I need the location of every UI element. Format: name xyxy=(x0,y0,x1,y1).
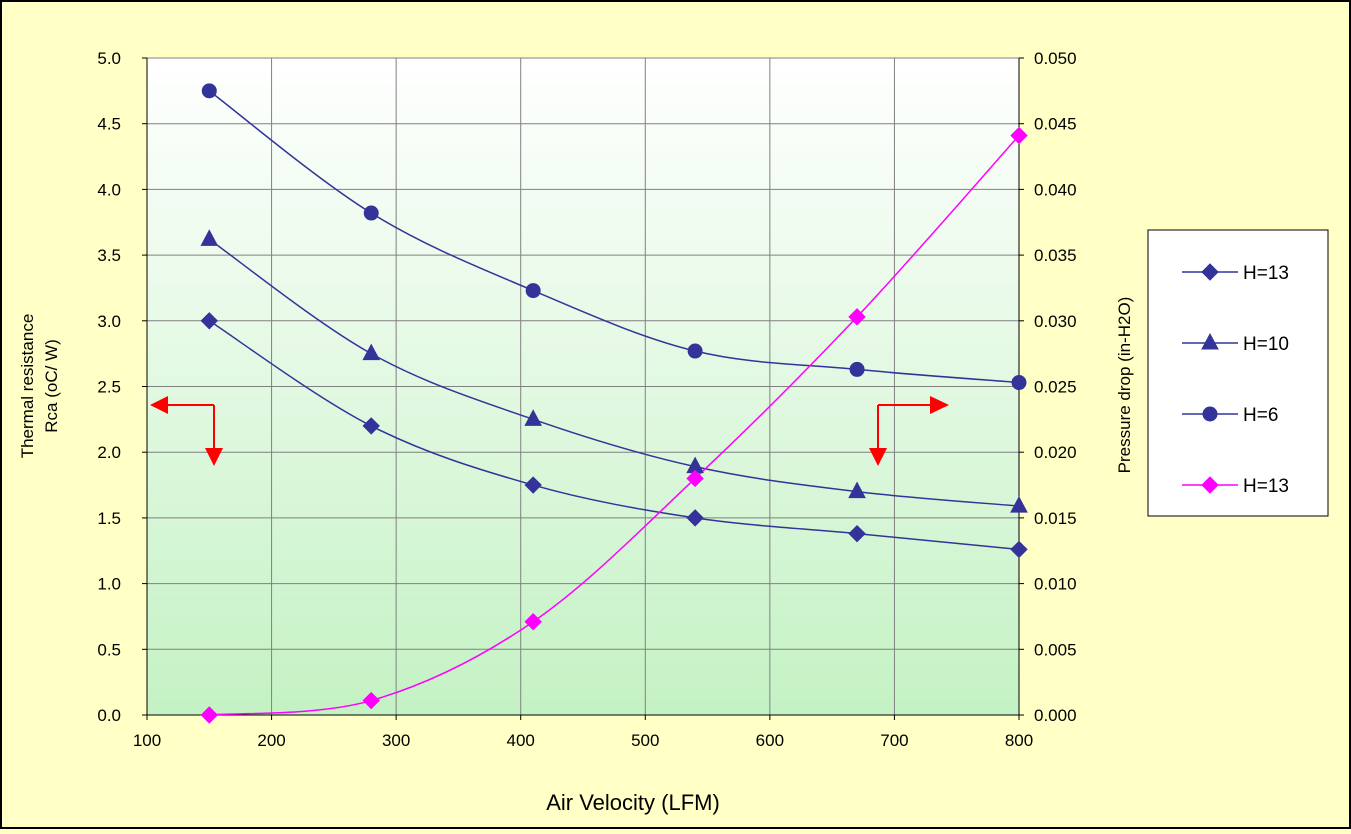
y-tick-label: 4.0 xyxy=(97,180,121,199)
y2-axis-title: Pressure drop (in-H2O) xyxy=(1115,297,1134,474)
series-markers xyxy=(200,83,1028,724)
series-1-point xyxy=(362,343,381,361)
y2-tick-label: 0.015 xyxy=(1034,509,1077,528)
y-tick-label: 2.0 xyxy=(97,443,121,462)
y2-tick-label: 0.020 xyxy=(1034,443,1077,462)
series-3-point xyxy=(686,469,704,488)
y2-tick-label: 0.050 xyxy=(1034,49,1077,68)
series-2-point xyxy=(687,343,703,359)
y-tick-label: 3.5 xyxy=(97,246,121,265)
y2-tick-label: 0.045 xyxy=(1034,115,1077,134)
legend-marker-3 xyxy=(1201,476,1219,494)
x-tick-label: 200 xyxy=(257,731,285,750)
y2-tick-label: 0.040 xyxy=(1034,180,1077,199)
x-tick-label: 700 xyxy=(880,731,908,750)
series-line-2 xyxy=(208,90,1020,384)
left-axis-arrow-icon xyxy=(150,396,223,466)
x-tick-label: 400 xyxy=(507,731,535,750)
y-axis-title-line-2: Rca (oC/ W) xyxy=(42,339,61,433)
series-2-point xyxy=(849,361,865,377)
y-tick-label: 1.0 xyxy=(97,575,121,594)
legend-marker-2 xyxy=(1202,406,1218,422)
x-tick-label: 600 xyxy=(756,731,784,750)
series-1-point xyxy=(1010,496,1028,513)
series-0-point xyxy=(848,524,866,543)
y-tick-label: 0.5 xyxy=(97,640,121,659)
series-1-point xyxy=(200,229,219,246)
series-1-point xyxy=(524,409,543,426)
y-tick-label: 3.0 xyxy=(97,312,121,331)
series-1-point xyxy=(848,481,866,499)
y-tick-label: 2.5 xyxy=(97,378,121,397)
gridlines xyxy=(142,57,1024,720)
series-0-point xyxy=(200,312,218,330)
series-lines xyxy=(208,90,1020,716)
series-3-point xyxy=(848,308,866,326)
series-0-point xyxy=(686,509,704,527)
series-2-point xyxy=(363,205,379,221)
tick-labels: 100 200 300 400 500 600 700 800 0.0 0.000 0.5 0.005… xyxy=(97,49,1076,750)
legend-label-0: H=13 xyxy=(1243,263,1289,284)
legend-label-2: H=6 xyxy=(1243,405,1278,426)
legend-marker-1 xyxy=(1201,332,1219,350)
series-2-point xyxy=(525,283,541,299)
y2-tick-label: 0.000 xyxy=(1034,706,1077,725)
legend-label-3: H=13 xyxy=(1243,476,1289,497)
series-0-point xyxy=(362,417,380,435)
legend-marker-0 xyxy=(1201,263,1219,281)
y-tick-label: 4.5 xyxy=(97,115,121,134)
y2-tick-label: 0.030 xyxy=(1034,312,1077,331)
series-0-point xyxy=(1010,540,1028,559)
y-tick-label: 0.0 xyxy=(97,706,121,725)
legend-label-1: H=10 xyxy=(1243,334,1289,355)
y2-tick-label: 0.025 xyxy=(1034,378,1077,397)
series-line-0 xyxy=(208,320,1020,551)
series-3-point xyxy=(362,691,380,710)
x-tick-label: 800 xyxy=(1005,731,1033,750)
y2-tick-label: 0.005 xyxy=(1034,640,1077,659)
series-3-point xyxy=(524,612,542,631)
series-2-point xyxy=(1011,375,1027,391)
y2-tick-label: 0.010 xyxy=(1034,575,1077,594)
right-axis-arrow-icon xyxy=(869,396,949,466)
x-tick-label: 100 xyxy=(133,731,161,750)
y-tick-label: 1.5 xyxy=(97,509,121,528)
series-2-point xyxy=(201,83,217,99)
series-0-point xyxy=(524,476,542,494)
x-tick-label: 300 xyxy=(382,731,410,750)
series-line-1 xyxy=(208,238,1020,507)
y-axis-title-line-1: Thermal resistance xyxy=(18,314,37,459)
legend: H=13 H=10 H=6 H=13 xyxy=(1147,229,1329,517)
series-3-point xyxy=(200,706,218,724)
series-3-point xyxy=(1010,126,1028,145)
legend-box xyxy=(1147,229,1329,517)
y-tick-label: 5.0 xyxy=(97,49,121,68)
y2-tick-label: 0.035 xyxy=(1034,246,1077,265)
x-tick-label: 500 xyxy=(631,731,659,750)
x-axis-title: Air Velocity (LFM) xyxy=(546,790,720,815)
